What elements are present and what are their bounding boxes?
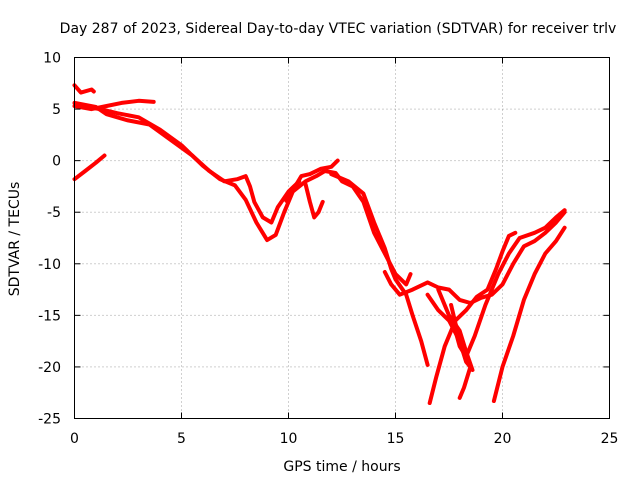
y-tick-label: -15 — [38, 308, 61, 324]
series-line-arc-4 — [72, 100, 302, 225]
plot-frame — [74, 57, 610, 419]
grid-lines — [74, 57, 610, 419]
series-line-arc-10 — [425, 208, 567, 359]
series-line-arc-6 — [284, 158, 340, 203]
y-tick-label: -10 — [38, 257, 61, 273]
series-line-arc-9 — [382, 210, 567, 305]
series-line-arc-13 — [449, 303, 473, 400]
axis-ticks — [74, 57, 610, 419]
x-tick-label: 0 — [70, 431, 79, 447]
series-line-arc-14 — [491, 225, 567, 403]
y-axis-label: SDTVAR / TECUs — [7, 182, 23, 297]
x-tick-label: 5 — [177, 431, 186, 447]
y-tick-label: -20 — [38, 360, 61, 376]
series-line-arc-5 — [78, 104, 413, 287]
y-tick-label: -25 — [38, 412, 61, 428]
x-tick-label: 25 — [601, 431, 619, 447]
y-tick-label: 5 — [52, 102, 61, 118]
x-tick-label: 20 — [494, 431, 512, 447]
series-line-arc-1 — [72, 153, 107, 182]
x-tick-label: 10 — [280, 431, 298, 447]
x-tick-labels: 0 5 10 15 20 25 — [70, 431, 618, 447]
x-axis-label: GPS time / hours — [283, 459, 400, 475]
y-tick-labels: 10 5 0 -5 -10 -15 -20 -25 — [38, 51, 61, 428]
y-tick-label: 10 — [43, 51, 61, 67]
series-line-arc-7 — [303, 182, 325, 220]
y-tick-label: 0 — [52, 154, 61, 170]
series-line-arc-8 — [329, 172, 430, 367]
data-series-group — [72, 83, 567, 405]
chart-title: Day 287 of 2023, Sidereal Day-to-day VTE… — [60, 21, 617, 37]
x-tick-label: 15 — [387, 431, 405, 447]
y-tick-label: -5 — [47, 205, 61, 221]
series-line-arc-2 — [72, 83, 96, 95]
series-line-arc-11 — [427, 230, 518, 405]
